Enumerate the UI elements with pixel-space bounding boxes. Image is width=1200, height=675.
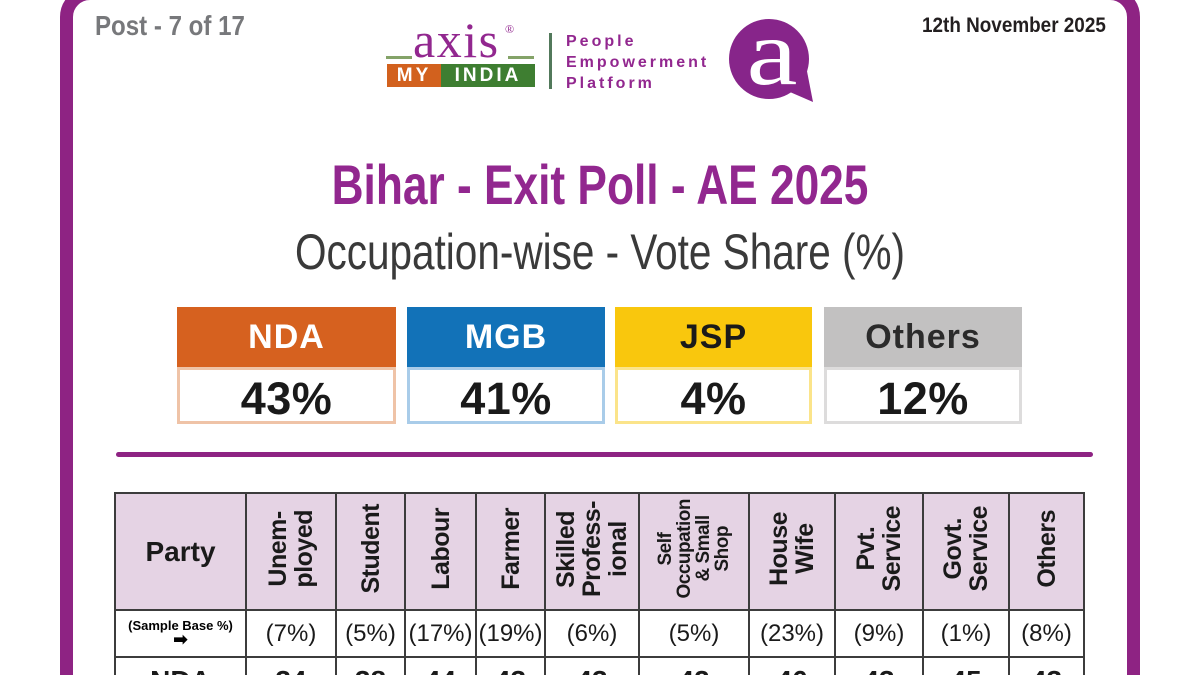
svg-text:a: a: [747, 15, 798, 105]
